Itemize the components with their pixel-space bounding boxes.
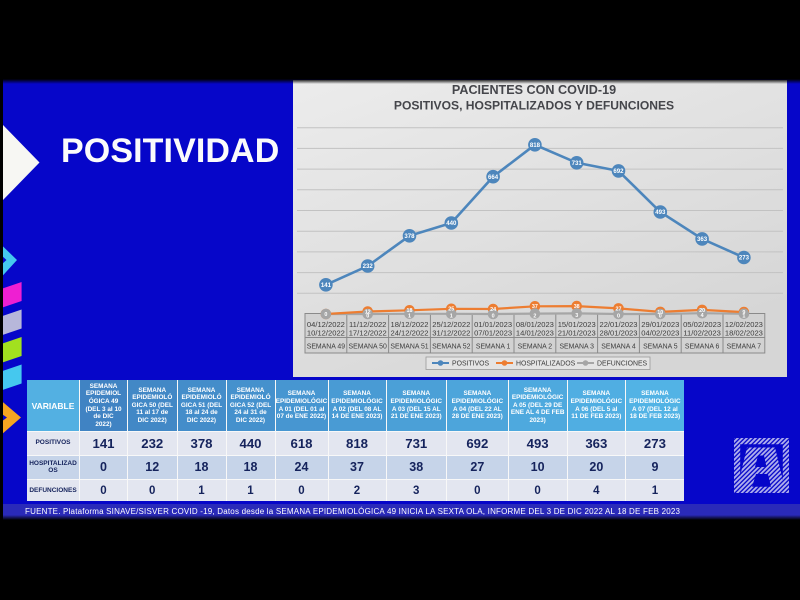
svg-text:SEMANA 50: SEMANA 50 [349, 344, 387, 351]
svg-text:SEMANA 49: SEMANA 49 [307, 344, 345, 351]
svg-text:440: 440 [446, 220, 457, 227]
svg-text:01/01/2023: 01/01/2023 [474, 320, 512, 329]
svg-text:04/12/2022: 04/12/2022 [307, 320, 345, 329]
svg-text:POSITIVOS: POSITIVOS [452, 361, 490, 368]
svg-text:12/02/2023: 12/02/2023 [725, 320, 763, 329]
svg-text:28/01/2023: 28/01/2023 [599, 329, 637, 338]
svg-text:15/01/2023: 15/01/2023 [558, 320, 596, 329]
svg-text:HOSPITALIZADOS: HOSPITALIZADOS [516, 361, 576, 368]
svg-text:22/01/2023: 22/01/2023 [599, 320, 637, 329]
svg-text:3: 3 [575, 313, 578, 319]
svg-text:731: 731 [572, 160, 583, 167]
svg-text:SEMANA 5: SEMANA 5 [643, 344, 678, 351]
svg-text:SEMANA 2: SEMANA 2 [518, 344, 553, 351]
svg-text:11/12/2022: 11/12/2022 [349, 320, 386, 329]
svg-text:18/12/2022: 18/12/2022 [390, 320, 428, 329]
svg-text:27: 27 [616, 306, 622, 312]
svg-text:38: 38 [574, 304, 580, 310]
svg-text:21/01/2023: 21/01/2023 [558, 329, 596, 338]
svg-text:818: 818 [530, 142, 541, 149]
svg-text:04/02/2023: 04/02/2023 [641, 329, 679, 338]
svg-text:692: 692 [613, 168, 624, 175]
svg-text:18: 18 [407, 308, 413, 314]
svg-text:1: 1 [450, 314, 453, 320]
svg-text:SEMANA 7: SEMANA 7 [727, 344, 762, 351]
svg-text:378: 378 [404, 233, 415, 240]
svg-text:24: 24 [490, 307, 496, 313]
svg-text:493: 493 [655, 209, 666, 216]
svg-text:10: 10 [657, 310, 663, 316]
svg-text:9: 9 [742, 310, 745, 316]
svg-text:25/12/2022: 25/12/2022 [432, 320, 470, 329]
svg-text:20: 20 [699, 308, 705, 314]
svg-text:37: 37 [532, 304, 538, 310]
svg-text:31/12/2022: 31/12/2022 [432, 329, 470, 338]
svg-text:07/01/2023: 07/01/2023 [474, 329, 512, 338]
svg-text:141: 141 [321, 282, 332, 289]
svg-text:0: 0 [617, 314, 620, 320]
svg-text:POSITIVOS, HOSPITALIZADOS Y DE: POSITIVOS, HOSPITALIZADOS Y DEFUNCIONES [394, 99, 674, 113]
svg-text:17/12/2022: 17/12/2022 [349, 329, 387, 338]
svg-text:DEFUNCIONES: DEFUNCIONES [597, 361, 648, 368]
svg-text:SEMANA 4: SEMANA 4 [601, 344, 636, 351]
svg-text:SEMANA 52: SEMANA 52 [432, 344, 470, 351]
svg-text:1: 1 [408, 314, 411, 320]
svg-text:29/01/2023: 29/01/2023 [641, 320, 679, 329]
svg-text:12: 12 [365, 309, 371, 315]
svg-text:SEMANA 51: SEMANA 51 [390, 344, 428, 351]
svg-text:1: 1 [742, 314, 745, 320]
svg-text:SEMANA 1: SEMANA 1 [476, 344, 511, 351]
svg-text:18/02/2023: 18/02/2023 [725, 329, 763, 338]
svg-text:664: 664 [488, 174, 499, 181]
svg-text:273: 273 [739, 255, 750, 262]
svg-text:4: 4 [701, 313, 704, 319]
svg-text:0: 0 [324, 312, 327, 318]
svg-text:11/02/2023: 11/02/2023 [683, 329, 720, 338]
svg-text:24/12/2022: 24/12/2022 [390, 329, 428, 338]
svg-text:14/01/2023: 14/01/2023 [516, 329, 554, 338]
svg-text:2: 2 [533, 313, 536, 319]
svg-text:363: 363 [697, 236, 708, 243]
svg-text:0: 0 [366, 314, 369, 320]
svg-text:0: 0 [492, 314, 495, 320]
svg-text:05/02/2023: 05/02/2023 [683, 320, 721, 329]
svg-text:PACIENTES CON COVID-19: PACIENTES CON COVID-19 [452, 83, 616, 97]
svg-text:0: 0 [659, 314, 662, 320]
svg-text:232: 232 [363, 263, 374, 270]
svg-text:10/12/2022: 10/12/2022 [307, 329, 345, 338]
svg-text:SEMANA 3: SEMANA 3 [559, 344, 594, 351]
svg-text:25: 25 [448, 307, 454, 313]
svg-text:08/01/2023: 08/01/2023 [516, 320, 554, 329]
svg-text:SEMANA 6: SEMANA 6 [685, 344, 720, 351]
